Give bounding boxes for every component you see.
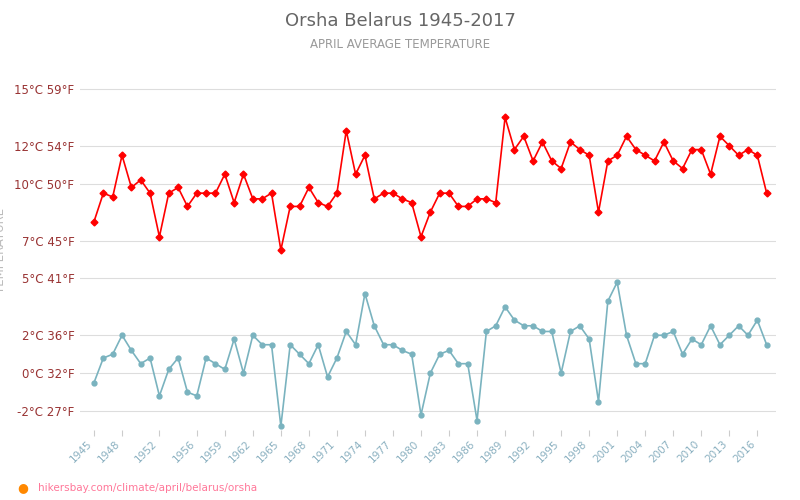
Text: hikersbay.com/climate/april/belarus/orsha: hikersbay.com/climate/april/belarus/orsh… — [38, 483, 258, 493]
NIGHT — [669, 328, 678, 334]
DAY — [687, 146, 697, 152]
NIGHT — [612, 279, 622, 285]
Y-axis label: TEMPERATURE: TEMPERATURE — [0, 208, 7, 292]
DAY — [669, 158, 678, 164]
DAY — [322, 204, 332, 210]
NIGHT — [762, 342, 771, 347]
DAY — [762, 190, 771, 196]
Line: DAY: DAY — [91, 115, 769, 252]
Text: APRIL AVERAGE TEMPERATURE: APRIL AVERAGE TEMPERATURE — [310, 38, 490, 51]
DAY — [276, 247, 286, 253]
NIGHT — [276, 423, 286, 429]
NIGHT — [687, 336, 697, 342]
DAY — [715, 134, 725, 140]
NIGHT — [435, 351, 445, 357]
DAY — [90, 218, 99, 224]
DAY — [435, 190, 445, 196]
NIGHT — [322, 374, 332, 380]
NIGHT — [238, 370, 248, 376]
Text: Orsha Belarus 1945-2017: Orsha Belarus 1945-2017 — [285, 12, 515, 30]
Text: ●: ● — [18, 481, 29, 494]
NIGHT — [90, 380, 99, 386]
NIGHT — [715, 342, 725, 347]
Line: NIGHT: NIGHT — [91, 280, 769, 428]
DAY — [500, 114, 510, 120]
DAY — [238, 171, 248, 177]
